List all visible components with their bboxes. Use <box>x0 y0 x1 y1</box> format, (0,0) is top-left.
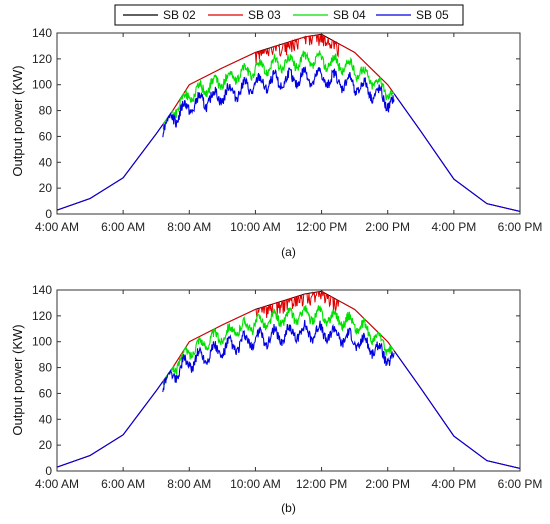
y-tick-label: 80 <box>39 104 53 118</box>
legend-entry-sb05: SB 05 <box>376 8 449 22</box>
y-tick-label: 20 <box>39 181 53 195</box>
y-tick-label: 120 <box>32 52 52 66</box>
legend-label-sb05: SB 05 <box>416 8 449 22</box>
y-tick-label: 20 <box>39 438 53 452</box>
x-tick-label: 12:00 PM <box>296 477 347 491</box>
x-tick-label: 8:00 AM <box>167 477 211 491</box>
legend-entry-sb02: SB 02 <box>123 8 196 22</box>
y-tick-label: 40 <box>39 412 53 426</box>
x-tick-label: 4:00 PM <box>432 477 477 491</box>
x-tick-label: 2:00 PM <box>365 220 410 234</box>
y-tick-label: 0 <box>45 207 52 221</box>
plot-frame-b <box>56 289 521 472</box>
series-line-sb03 <box>56 290 521 469</box>
series-line-sb02 <box>56 290 521 469</box>
series-line-sb04 <box>162 305 395 385</box>
y-tick-label: 60 <box>39 386 53 400</box>
x-tick-label: 8:00 AM <box>167 220 211 234</box>
series-line-sb04 <box>162 50 395 130</box>
y-tick-label: 40 <box>39 155 53 169</box>
series-layer-b <box>56 290 521 469</box>
legend-label-sb03: SB 03 <box>248 8 281 22</box>
series-line-sb05-head <box>56 381 164 468</box>
series-line-sb05-head <box>56 124 164 211</box>
x-tick-label: 12:00 PM <box>296 220 347 234</box>
x-tick-label: 10:00 AM <box>230 477 281 491</box>
x-tick-label: 6:00 AM <box>101 220 145 234</box>
plot-frame-a <box>56 32 521 215</box>
chart-panel-b: Output power (KW) 0 20 40 60 80 100 120 140 4:0… <box>10 283 542 515</box>
legend-entry-sb03: SB 03 <box>208 8 281 22</box>
y-tick-label: 0 <box>45 464 52 478</box>
x-tick-label: 2:00 PM <box>365 477 410 491</box>
y-tick-label: 100 <box>32 78 52 92</box>
x-tick-label: 6:00 PM <box>498 220 543 234</box>
series-line-sb05-tail <box>393 350 521 469</box>
series-line-sb05 <box>162 319 395 393</box>
chart-panel-a: Output power (KW) 0 20 40 60 80 100 120 140 4:0… <box>10 26 542 259</box>
y-axis-label-b: Output power (KW) <box>10 324 25 435</box>
y-tick-label: 120 <box>32 309 52 323</box>
series-layer-a <box>56 33 521 212</box>
x-tick-label: 4:00 AM <box>35 477 79 491</box>
y-tick-label: 140 <box>32 26 52 40</box>
caption-a: (a) <box>281 245 296 259</box>
legend-entry-sb04: SB 04 <box>293 8 366 22</box>
legend-label-sb04: SB 04 <box>333 8 366 22</box>
x-tick-label: 6:00 PM <box>498 477 543 491</box>
y-ticks-b: 0 20 40 60 80 100 120 140 <box>32 283 520 478</box>
x-ticks-b: 4:00 AM 6:00 AM 8:00 AM 10:00 AM 12:00 PM 2:0… <box>35 290 542 491</box>
y-tick-label: 100 <box>32 335 52 349</box>
y-tick-label: 60 <box>39 129 53 143</box>
x-tick-label: 4:00 AM <box>35 220 79 234</box>
legend-box <box>114 4 464 26</box>
x-tick-label: 4:00 PM <box>432 220 477 234</box>
series-line-sb05-tail <box>393 93 521 212</box>
x-tick-label: 6:00 AM <box>101 477 145 491</box>
caption-b: (b) <box>281 501 296 515</box>
y-tick-label: 80 <box>39 361 53 375</box>
x-tick-label: 10:00 AM <box>230 220 281 234</box>
legend: SB 02 SB 03 SB 04 SB 05 <box>114 4 464 26</box>
y-ticks-a: 0 20 40 60 80 100 120 140 <box>32 26 520 221</box>
y-tick-label: 140 <box>32 283 52 297</box>
series-line-sb05 <box>162 66 395 138</box>
y-axis-label-a: Output power (KW) <box>10 65 25 176</box>
legend-label-sb02: SB 02 <box>163 8 196 22</box>
x-ticks-a: 4:00 AM 6:00 AM 8:00 AM 10:00 AM 12:00 PM 2:0… <box>35 33 542 234</box>
